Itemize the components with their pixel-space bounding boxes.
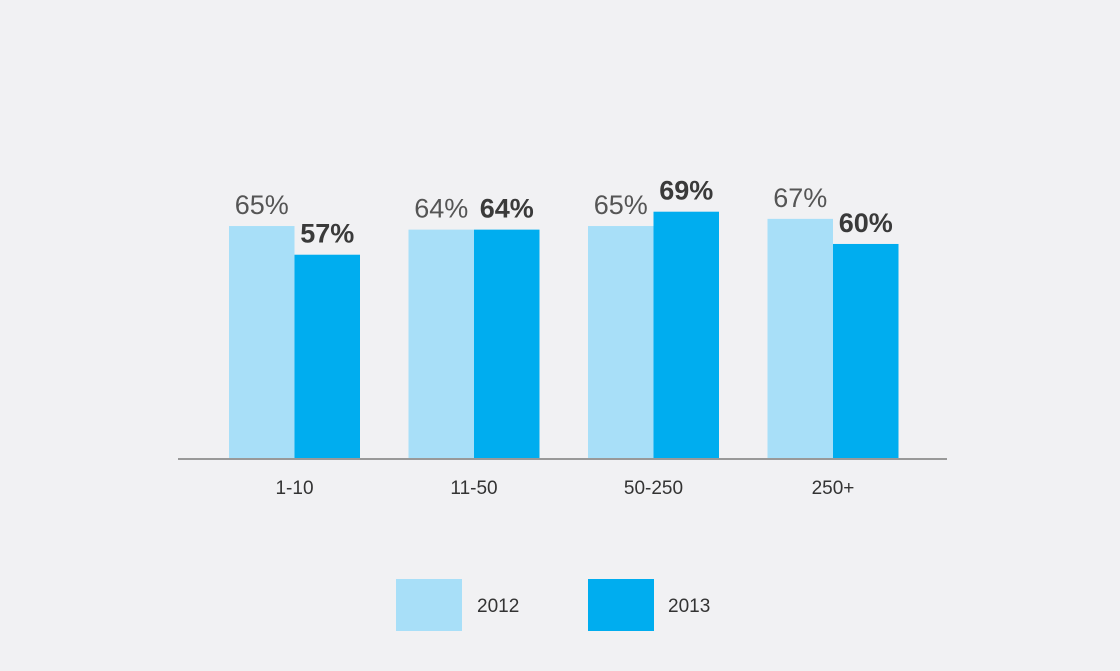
data-label-2013-50-250: 69% [659, 176, 713, 206]
data-label-2013-11-50: 64% [480, 194, 534, 224]
legend-label-2012: 2012 [477, 596, 519, 617]
bar-2013-50-250 [653, 211, 719, 459]
x-tick-labels: 1-10 11-50 50-250 250+ [275, 478, 854, 499]
data-label-2012-250: 67% [773, 183, 827, 213]
legend-label-2013: 2013 [668, 596, 710, 617]
bar-2013-250 [833, 243, 899, 459]
data-label-2013-1-10: 57% [300, 219, 354, 249]
bar-2012-250 [767, 218, 833, 459]
bar-2013-11-50 [474, 229, 540, 459]
data-label-2012-50-250: 65% [594, 190, 648, 220]
data-label-2012-1-10: 65% [235, 190, 289, 220]
data-labels-layer: 65% 57% 64% 64% 65% 69% 67% 60% [235, 176, 893, 249]
bars-layer [229, 211, 899, 459]
bar-2012-50-250 [588, 226, 654, 459]
legend-swatch-2012 [396, 579, 462, 631]
bar-2013-1-10 [294, 254, 360, 459]
x-tick-label-11-50: 11-50 [450, 478, 497, 499]
x-tick-label-50-250: 50-250 [624, 478, 683, 499]
legend-swatch-2013 [588, 579, 654, 631]
legend: 2012 2013 [396, 579, 710, 631]
data-label-2013-250: 60% [839, 208, 893, 238]
data-label-2012-11-50: 64% [414, 194, 468, 224]
bar-2012-11-50 [408, 229, 474, 459]
x-tick-label-1-10: 1-10 [275, 478, 313, 499]
x-tick-label-250: 250+ [812, 478, 855, 499]
bar-2012-1-10 [229, 226, 295, 459]
